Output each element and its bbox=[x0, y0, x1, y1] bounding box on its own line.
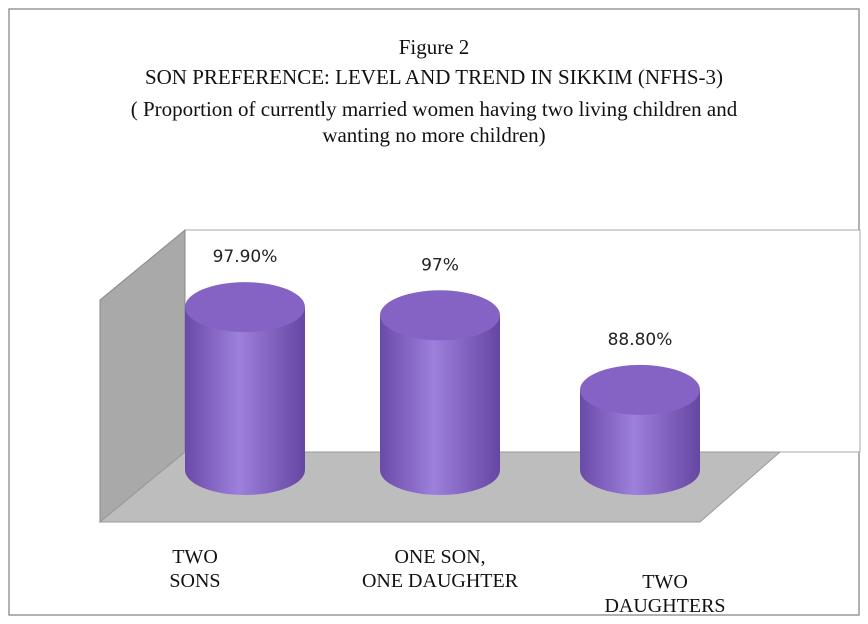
category-label: TWO DAUGHTERS bbox=[604, 571, 726, 617]
value-label: 97% bbox=[421, 255, 459, 275]
cylinder-body bbox=[580, 389, 700, 495]
cylinder-top bbox=[580, 364, 700, 415]
chart-note: ( Proportion of currently married women … bbox=[130, 97, 738, 147]
cylinder-body bbox=[185, 307, 305, 495]
chart-subtitle: SON PREFERENCE: LEVEL AND TREND IN SIKKI… bbox=[144, 65, 724, 89]
value-label: 88.80% bbox=[608, 330, 673, 350]
cylinder-top bbox=[380, 290, 500, 341]
category-label: TWO SONS bbox=[169, 546, 221, 592]
cylinder-top bbox=[185, 282, 305, 333]
chart-title: Figure 2 bbox=[398, 35, 470, 59]
value-label: 97.90% bbox=[213, 247, 278, 267]
cylinder-body bbox=[380, 315, 500, 495]
category-label: ONE SON, ONE DAUGHTER bbox=[361, 546, 519, 592]
